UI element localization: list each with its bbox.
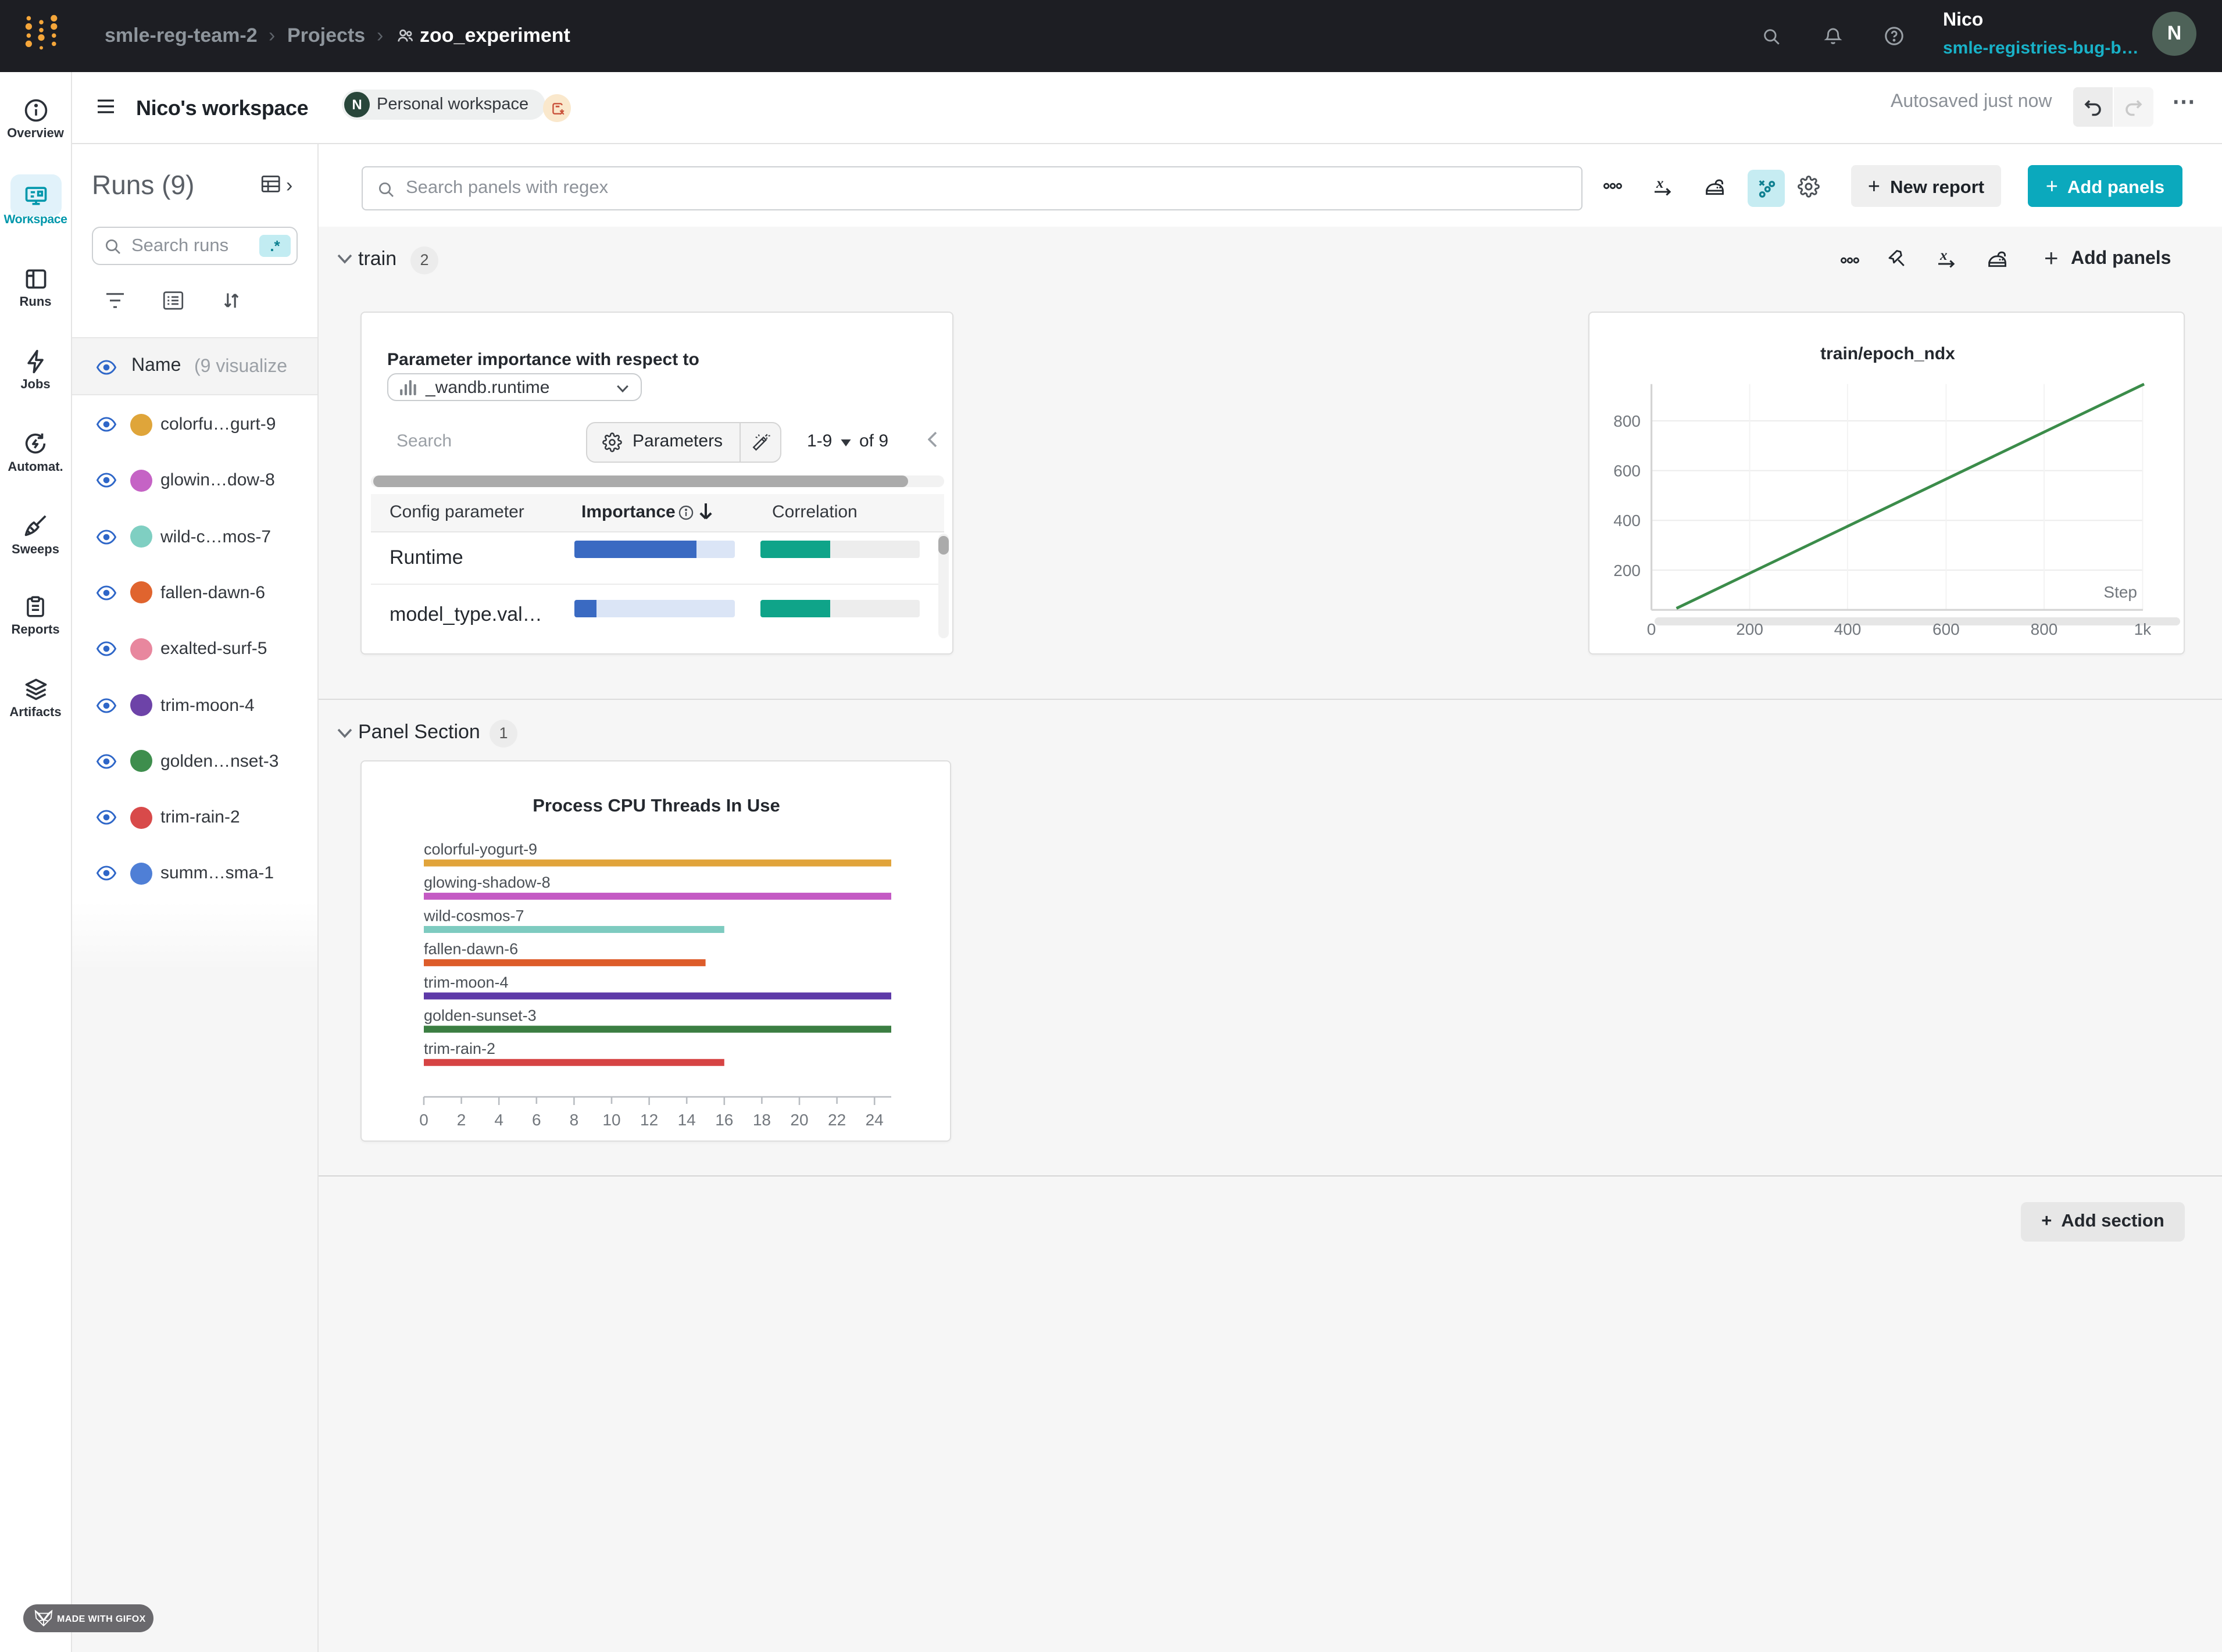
svg-text:800: 800 bbox=[2031, 620, 2058, 638]
svg-text:600: 600 bbox=[1932, 620, 1960, 638]
svg-text:22: 22 bbox=[827, 1111, 845, 1129]
svg-text:x: x bbox=[1656, 175, 1664, 191]
svg-text:200: 200 bbox=[1736, 620, 1763, 638]
svg-text:1k: 1k bbox=[2134, 620, 2152, 638]
svg-text:10: 10 bbox=[602, 1111, 620, 1129]
svg-text:14: 14 bbox=[677, 1111, 695, 1129]
svg-text:wild-cosmos-7: wild-cosmos-7 bbox=[423, 907, 524, 924]
svg-text:golden-sunset-3: golden-sunset-3 bbox=[423, 1007, 536, 1024]
svg-text:18: 18 bbox=[752, 1111, 770, 1129]
svg-text:glowing-shadow-8: glowing-shadow-8 bbox=[423, 874, 550, 891]
svg-text:24: 24 bbox=[865, 1111, 883, 1129]
svg-text:16: 16 bbox=[715, 1111, 733, 1129]
svg-text:2: 2 bbox=[456, 1111, 466, 1129]
svg-text:colorful-yogurt-9: colorful-yogurt-9 bbox=[423, 841, 537, 858]
svg-text:400: 400 bbox=[1613, 512, 1641, 530]
svg-text:12: 12 bbox=[640, 1111, 658, 1129]
svg-text:800: 800 bbox=[1613, 412, 1641, 430]
svg-text:0: 0 bbox=[419, 1111, 428, 1129]
svg-text:600: 600 bbox=[1613, 462, 1641, 480]
svg-text:trim-moon-4: trim-moon-4 bbox=[423, 974, 508, 991]
svg-text:200: 200 bbox=[1613, 562, 1641, 580]
svg-text:x: x bbox=[1939, 248, 1948, 263]
svg-text:400: 400 bbox=[1834, 620, 1862, 638]
svg-text:trim-rain-2: trim-rain-2 bbox=[423, 1040, 495, 1057]
svg-text:4: 4 bbox=[494, 1111, 503, 1129]
svg-text:20: 20 bbox=[790, 1111, 808, 1129]
svg-text:Step: Step bbox=[2103, 583, 2137, 601]
svg-text:fallen-dawn-6: fallen-dawn-6 bbox=[423, 941, 517, 958]
svg-text:0: 0 bbox=[1647, 620, 1656, 638]
svg-text:6: 6 bbox=[531, 1111, 541, 1129]
svg-text:8: 8 bbox=[569, 1111, 578, 1129]
